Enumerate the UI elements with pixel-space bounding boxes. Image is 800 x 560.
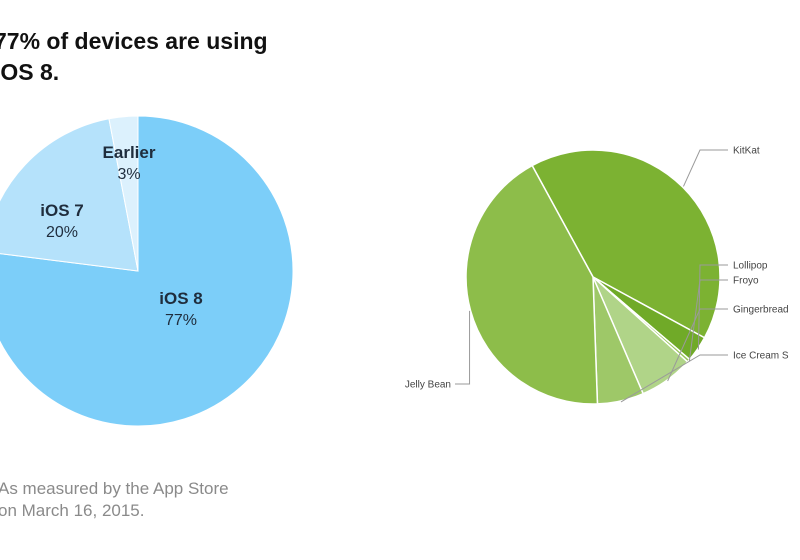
- ios-slice-value-earlier: 3%: [117, 166, 140, 183]
- android-leader-line-kitkat: [683, 149, 728, 187]
- ios-slice-ios-8: [0, 115, 294, 427]
- footnote-line-1: As measured by the App Store: [0, 479, 229, 498]
- ios-slice-value-ios-8: 77%: [165, 312, 197, 329]
- android-leader-line-ice-cream-sandwich: [620, 354, 728, 403]
- android-slice-label-froyo: Froyo: [733, 276, 759, 287]
- headline-line-1: 77% of devices are using: [0, 28, 268, 54]
- ios-slice-earlier: [108, 115, 139, 272]
- ios-slice-label-ios-7: iOS 7: [40, 201, 83, 220]
- android-leader-line-froyo: [688, 279, 728, 362]
- android-leader-line-gingerbread: [667, 308, 728, 382]
- android-slice-label-lollipop: Lollipop: [733, 261, 768, 272]
- android-slice-label-ice-cream-sandwich: Ice Cream S: [733, 351, 789, 362]
- android-slice-label-kitkat: KitKat: [733, 146, 760, 157]
- ios-slice-ios-7: [0, 118, 139, 272]
- headline-line-2: iOS 8.: [0, 59, 59, 85]
- ios-slice-label-earlier: Earlier: [103, 143, 156, 162]
- android-slice-kitkat: [531, 149, 721, 339]
- android-leader-line-jelly-bean: [455, 310, 471, 385]
- ios-slice-label-ios-8: iOS 8: [159, 289, 202, 308]
- ios-pie-chart: iOS 8 77% iOS 7 20% Earlier 3%: [0, 115, 294, 427]
- android-pie-chart: KitKat Lollipop Froyo Gingerbread Ice Cream …: [405, 146, 789, 405]
- footnote-line-2: on March 16, 2015.: [0, 501, 144, 520]
- android-slice-label-jelly-bean: Jelly Bean: [405, 380, 451, 391]
- android-slice-label-gingerbread: Gingerbread: [733, 305, 789, 316]
- android-leader-line-lollipop: [697, 264, 728, 350]
- ios-slice-value-ios-7: 20%: [46, 224, 78, 241]
- android-slice-jelly-bean: [465, 164, 599, 405]
